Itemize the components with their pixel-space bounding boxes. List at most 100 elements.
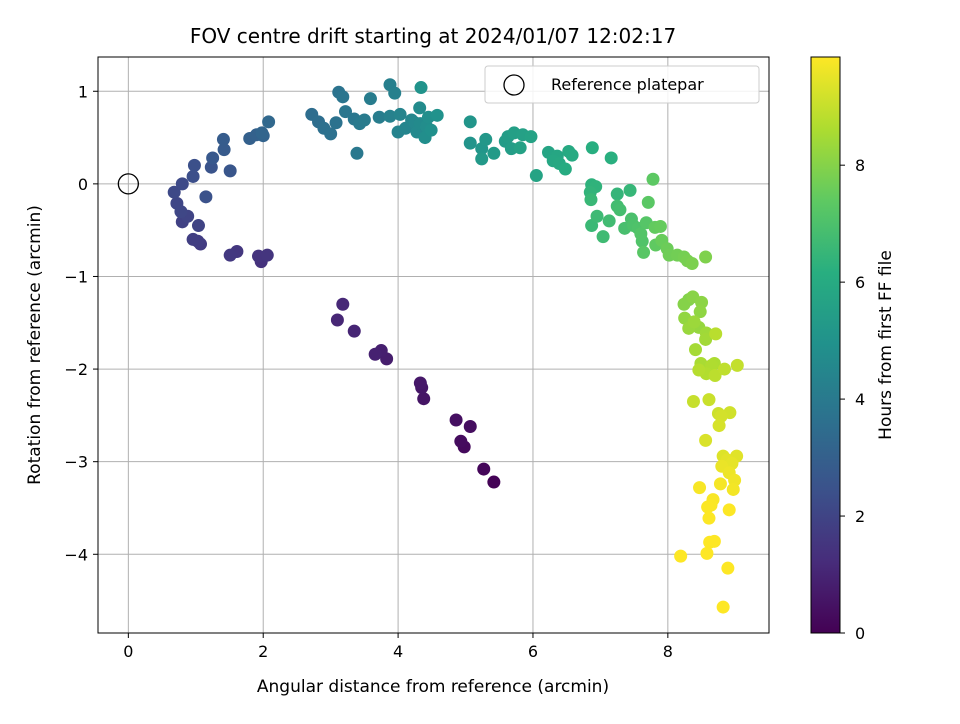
data-point [262, 115, 276, 129]
data-point [454, 434, 468, 448]
data-point [692, 363, 706, 377]
data-point [604, 151, 618, 165]
reference-marker-layer [117, 173, 139, 195]
data-point [701, 500, 715, 514]
data-point [393, 107, 407, 121]
data-point [524, 130, 538, 144]
data-point [199, 190, 213, 204]
data-point [585, 141, 599, 155]
data-point [641, 195, 655, 209]
data-point [634, 227, 648, 241]
x-tick-label: 2 [258, 642, 268, 661]
data-point [688, 343, 702, 357]
data-point [216, 132, 230, 146]
chart-title: FOV centre drift starting at 2024/01/07 … [190, 24, 676, 48]
legend: Reference platepar [484, 65, 760, 104]
data-point [217, 143, 231, 157]
data-point [653, 219, 667, 233]
data-point [477, 462, 491, 476]
data-point [347, 324, 361, 338]
data-point [174, 205, 188, 219]
y-tick-label: −3 [64, 453, 88, 472]
data-point [712, 419, 726, 433]
data-point [417, 392, 431, 406]
legend-reference-icon [503, 74, 525, 96]
data-point [708, 369, 722, 383]
data-point [726, 482, 740, 496]
data-point [584, 193, 598, 207]
data-point [186, 232, 200, 246]
data-point [558, 162, 572, 176]
colorbar-tick-label: 6 [855, 273, 865, 292]
x-tick-label: 6 [528, 642, 538, 661]
data-point [330, 313, 344, 327]
data-point [707, 534, 721, 548]
data-point [260, 248, 274, 262]
data-point [372, 110, 386, 124]
legend-box [484, 65, 760, 104]
data-point [191, 219, 205, 233]
data-point [590, 209, 604, 223]
y-tick-label: 1 [78, 82, 88, 101]
grid [98, 57, 769, 633]
data-point [529, 169, 543, 183]
data-point [223, 248, 237, 262]
data-point [463, 115, 477, 129]
data-point [463, 419, 477, 433]
data-point [613, 203, 627, 217]
data-point [699, 433, 713, 447]
data-point [686, 394, 700, 408]
colorbar-tick-label: 8 [855, 156, 865, 175]
data-point [324, 127, 338, 141]
data-point [699, 250, 713, 264]
data-point [699, 332, 713, 346]
data-point [721, 561, 735, 575]
colorbar-ticks: 0 2 4 6 8 [840, 156, 865, 643]
data-point [363, 92, 377, 106]
y-axis-label: Rotation from reference (arcmin) [25, 205, 45, 485]
data-point [513, 141, 527, 155]
data-point [702, 393, 716, 407]
data-point [255, 126, 269, 140]
data-point [717, 362, 731, 376]
data-point [702, 511, 716, 525]
data-point [413, 101, 427, 115]
data-point [388, 86, 402, 100]
data-point [479, 132, 493, 146]
data-point [223, 164, 237, 178]
y-tick-label: −4 [64, 545, 88, 564]
y-axis-ticks: −4 −3 −2 −1 0 1 [64, 82, 98, 564]
data-point [187, 158, 201, 172]
data-point [167, 185, 181, 199]
data-point [730, 358, 744, 372]
data-point [646, 172, 660, 186]
data-points [167, 78, 744, 614]
data-point [677, 297, 691, 311]
colorbar-tick-label: 4 [855, 390, 865, 409]
data-point [610, 187, 624, 201]
data-point [368, 347, 382, 361]
reference-marker [117, 173, 139, 195]
y-tick-label: 0 [78, 175, 88, 194]
data-point [350, 146, 364, 160]
data-point [693, 305, 707, 319]
data-point [430, 108, 444, 122]
colorbar-gradient [810, 56, 841, 634]
data-point [674, 549, 688, 563]
plot-frame [97, 56, 770, 634]
data-point [700, 546, 714, 560]
data-point [596, 230, 610, 244]
colorbar-label: Hours from first FF file [876, 250, 896, 440]
data-point [623, 183, 637, 197]
data-point [383, 109, 397, 123]
data-point [716, 600, 730, 614]
data-point [414, 81, 428, 95]
data-point [637, 245, 651, 259]
data-point [175, 177, 189, 191]
data-point [336, 297, 350, 311]
y-tick-label: −2 [64, 360, 88, 379]
data-point [336, 90, 350, 104]
data-point [687, 315, 701, 329]
